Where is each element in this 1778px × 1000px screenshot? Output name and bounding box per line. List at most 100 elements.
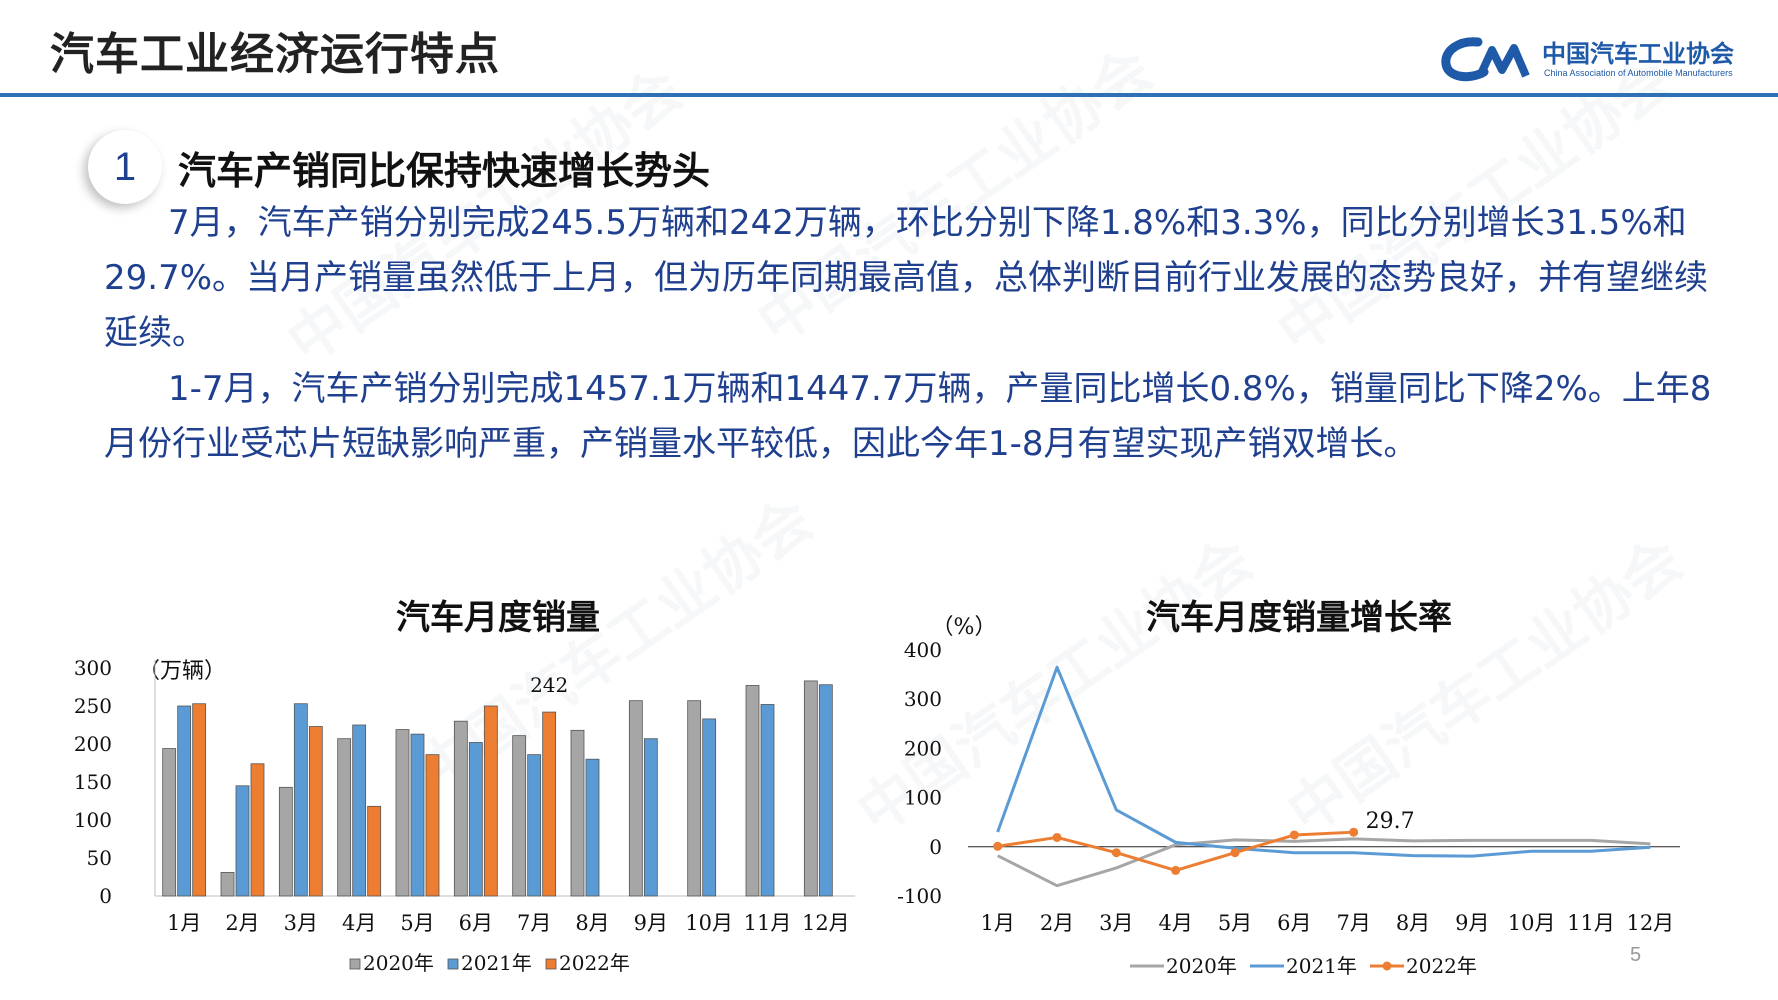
y-tick-label: 300 — [74, 656, 112, 680]
bar-2021年 — [760, 704, 775, 897]
legend-swatch — [447, 958, 459, 970]
y-tick-label: 100 — [74, 808, 112, 832]
bar-2021年 — [702, 718, 717, 897]
x-tick-label: 4月 — [342, 911, 376, 935]
bar-2021年 — [177, 705, 192, 897]
cam-logo-icon — [1441, 37, 1530, 82]
legend-label: 2021年 — [1286, 954, 1357, 978]
legend-marker — [1382, 961, 1392, 971]
section-number-badge: 1 — [88, 130, 162, 204]
legend-label: 2020年 — [1166, 954, 1237, 978]
y-tick-label: 250 — [74, 694, 112, 718]
x-tick-label: 12月 — [1626, 911, 1674, 935]
line-chart: （%） -100 0 100 200 300 400 1月 2月 3月 4月 5月 6月 7月 8月 9月 10… — [897, 615, 1680, 978]
line-point-2022 — [1289, 830, 1299, 840]
logo: 中国汽车工业协会 China Association of Automobile… — [1440, 30, 1770, 86]
bar-2021年 — [643, 738, 658, 897]
legend-label: 2022年 — [1406, 954, 1477, 978]
bar-2020年 — [628, 700, 643, 897]
x-tick-label: 5月 — [400, 911, 434, 935]
bar-2022年 — [367, 805, 382, 897]
page-number: 5 — [1630, 944, 1642, 966]
y-tick-label: 100 — [904, 786, 942, 810]
bar-2020年 — [803, 680, 818, 897]
bar-2020年 — [512, 735, 527, 897]
x-tick-label: 1月 — [167, 911, 201, 935]
y-tick-label: 300 — [904, 687, 942, 711]
page-title: 汽车工业经济运行特点 — [50, 29, 500, 80]
bar-2022年 — [250, 763, 265, 897]
x-tick-label: 4月 — [1158, 911, 1192, 935]
y-axis-unit-label: （%） — [932, 615, 997, 640]
x-tick-label: 11月 — [1567, 911, 1615, 935]
x-tick-label: 6月 — [459, 911, 493, 935]
x-tick-label: 5月 — [1218, 911, 1252, 935]
x-tick-label: 7月 — [1336, 911, 1370, 935]
paragraph-1: 7月，汽车产销分别完成245.5万辆和242万辆，环比分别下降1.8%和3.3%… — [104, 196, 1734, 361]
bar-2021年 — [293, 703, 308, 897]
line-point-2022 — [1052, 832, 1062, 842]
bar-2020年 — [687, 700, 702, 897]
line-point-2022 — [1230, 848, 1240, 858]
legend-label: 2022年 — [559, 951, 630, 975]
bar-2022年 — [308, 726, 323, 897]
x-tick-label: 6月 — [1277, 911, 1311, 935]
legend-swatch — [545, 958, 557, 970]
y-tick-label: 0 — [929, 835, 942, 859]
bar-2021年 — [527, 754, 542, 897]
logo-text-en: China Association of Automobile Manufact… — [1544, 68, 1733, 78]
bar-2021年 — [468, 742, 483, 897]
section-heading: 汽车产销同比保持快速增长势头 — [178, 149, 711, 193]
bar-2021年 — [818, 684, 833, 897]
paragraph-2: 1-7月，汽车产销分别完成1457.1万辆和1447.7万辆，产量同比增长0.8… — [104, 362, 1734, 472]
x-tick-label: 1月 — [980, 911, 1014, 935]
x-tick-label: 10月 — [1508, 911, 1556, 935]
line-point-2022 — [993, 841, 1003, 851]
legend-label: 2021年 — [461, 951, 532, 975]
paragraph-2-text: 1-7月，汽车产销分别完成1457.1万辆和1447.7万辆，产量同比增长0.8… — [104, 369, 1712, 464]
y-tick-label: 0 — [99, 884, 112, 908]
data-label: 242 — [530, 673, 568, 697]
x-tick-label: 7月 — [517, 911, 551, 935]
bar-2022年 — [192, 703, 207, 897]
y-tick-label: 200 — [74, 732, 112, 756]
x-tick-label: 2月 — [1040, 911, 1074, 935]
x-tick-label: 9月 — [1455, 911, 1489, 935]
line-series-2021年 — [996, 665, 1651, 858]
bar-2020年 — [337, 738, 352, 897]
bar-2022年 — [483, 705, 498, 897]
data-label: 29.7 — [1366, 809, 1415, 834]
bar-2021年 — [235, 785, 250, 897]
x-tick-label: 3月 — [284, 911, 318, 935]
x-tick-label: 10月 — [685, 911, 733, 935]
y-tick-label: -100 — [897, 884, 942, 908]
bar-2020年 — [220, 872, 235, 897]
legend-swatch — [349, 958, 361, 970]
x-tick-label: 9月 — [634, 911, 668, 935]
x-tick-label: 12月 — [802, 911, 850, 935]
bar-2022年 — [425, 754, 440, 897]
bar-2020年 — [395, 729, 410, 897]
line-point-2022 — [1349, 827, 1359, 837]
bar-2021年 — [585, 758, 600, 897]
bar-2020年 — [162, 748, 177, 897]
line-chart-title: 汽车月度销量增长率 — [1146, 598, 1452, 638]
y-tick-label: 150 — [74, 770, 112, 794]
bar-2020年 — [570, 729, 585, 897]
y-tick-label: 200 — [904, 736, 942, 760]
line-point-2022 — [1111, 848, 1121, 858]
x-tick-label: 8月 — [1396, 911, 1430, 935]
bar-2020年 — [745, 685, 760, 897]
bar-chart-title: 汽车月度销量 — [396, 598, 600, 638]
line-series-2020年 — [996, 837, 1651, 888]
x-tick-label: 11月 — [744, 911, 792, 935]
y-tick-label: 50 — [87, 846, 112, 870]
header-divider — [0, 93, 1778, 97]
bar-2021年 — [410, 733, 425, 897]
logo-text-cn: 中国汽车工业协会 — [1542, 40, 1734, 68]
bar-2020年 — [278, 786, 293, 897]
bar-2020年 — [453, 720, 468, 897]
line-point-2022 — [1171, 865, 1181, 875]
x-tick-label: 2月 — [225, 911, 259, 935]
y-axis-unit-label: （万辆） — [138, 659, 226, 684]
